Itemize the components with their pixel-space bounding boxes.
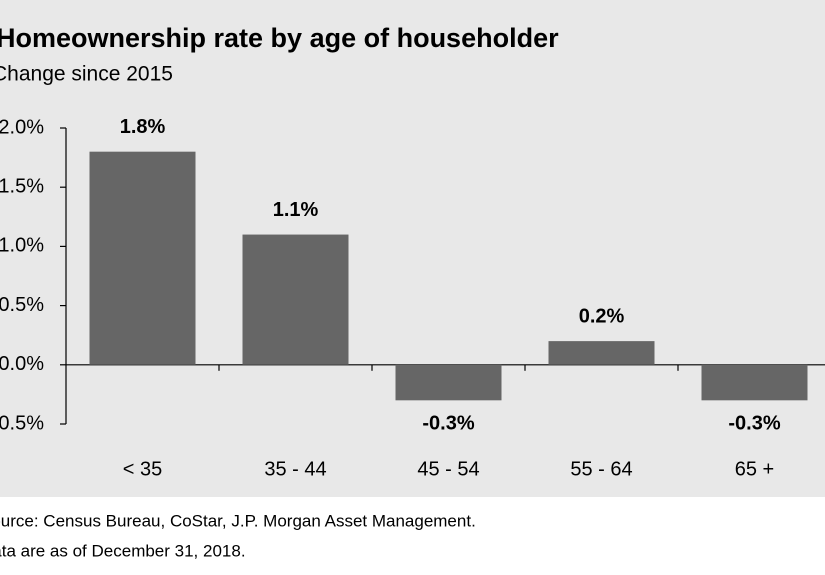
bar [242,234,349,365]
x-tick-label: < 35 [123,458,162,480]
chart-subtitle: Change since 2015 [0,63,173,86]
y-tick-label: 1.5% [0,175,44,197]
y-tick-label: 2.0% [0,116,44,138]
bar [395,364,502,401]
x-tick-label: 55 - 64 [570,458,632,480]
y-tick-label: 0.0% [0,353,44,375]
bar [89,151,196,365]
bar [701,364,808,401]
y-tick-label: 1.0% [0,235,44,257]
value-label: 1.8% [120,116,166,138]
value-label: 0.2% [579,305,625,327]
x-tick-label: 45 - 54 [417,458,479,480]
x-tick-label: 35 - 44 [264,458,326,480]
value-label: -0.3% [422,413,474,435]
chart-title: Homeownership rate by age of householder [0,23,559,53]
note: Data are as of December 31, 2018. [0,541,246,560]
value-label: -0.3% [728,413,780,435]
y-tick-label: 0.5% [0,294,44,316]
value-label: 1.1% [273,199,319,221]
y-tick-label: -0.5% [0,412,44,434]
x-tick-label: 65 + [735,458,774,480]
bar [548,341,655,365]
source: Source: Census Bureau, CoStar, J.P. Morg… [0,511,476,530]
